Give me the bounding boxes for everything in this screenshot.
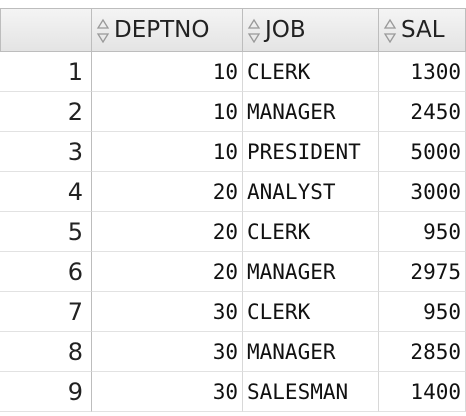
- cell[interactable]: 20: [92, 172, 243, 212]
- cell[interactable]: 950: [379, 292, 466, 332]
- row-number: 1: [0, 52, 92, 92]
- cell[interactable]: 30: [92, 372, 243, 412]
- row-number: 5: [0, 212, 92, 252]
- row-number: 3: [0, 132, 92, 172]
- cell[interactable]: 20: [92, 252, 243, 292]
- cell[interactable]: 2850: [379, 332, 466, 372]
- cell[interactable]: 10: [92, 52, 243, 92]
- cell[interactable]: 10: [92, 132, 243, 172]
- cell[interactable]: 2450: [379, 92, 466, 132]
- cell[interactable]: 30: [92, 292, 243, 332]
- cell[interactable]: 20: [92, 212, 243, 252]
- row-number: 6: [0, 252, 92, 292]
- cell[interactable]: MANAGER: [243, 92, 379, 132]
- cell[interactable]: MANAGER: [243, 332, 379, 372]
- cell[interactable]: 950: [379, 212, 466, 252]
- row-number: 8: [0, 332, 92, 372]
- cell[interactable]: 3000: [379, 172, 466, 212]
- cell[interactable]: 1400: [379, 372, 466, 412]
- row-number: 9: [0, 372, 92, 412]
- cell[interactable]: 1300: [379, 52, 466, 92]
- column-header[interactable]: JOB: [243, 8, 379, 52]
- row-number: 7: [0, 292, 92, 332]
- cell[interactable]: 2975: [379, 252, 466, 292]
- cell[interactable]: CLERK: [243, 52, 379, 92]
- cell[interactable]: CLERK: [243, 212, 379, 252]
- sort-icon: [383, 18, 397, 43]
- column-header[interactable]: DEPTNO: [92, 8, 243, 52]
- cell[interactable]: SALESMAN: [243, 372, 379, 412]
- cell[interactable]: 30: [92, 332, 243, 372]
- sort-icon: [96, 18, 110, 43]
- sort-icon: [247, 18, 261, 43]
- row-number: 2: [0, 92, 92, 132]
- column-header-label: JOB: [265, 17, 306, 43]
- row-number-header: [0, 8, 92, 52]
- cell[interactable]: MANAGER: [243, 252, 379, 292]
- column-header-label: DEPTNO: [114, 17, 210, 43]
- cell[interactable]: 10: [92, 92, 243, 132]
- cell[interactable]: 5000: [379, 132, 466, 172]
- cell[interactable]: ANALYST: [243, 172, 379, 212]
- column-header-label: SAL: [401, 17, 445, 43]
- column-header[interactable]: SAL: [379, 8, 466, 52]
- row-number: 4: [0, 172, 92, 212]
- cell[interactable]: CLERK: [243, 292, 379, 332]
- cell[interactable]: PRESIDENT: [243, 132, 379, 172]
